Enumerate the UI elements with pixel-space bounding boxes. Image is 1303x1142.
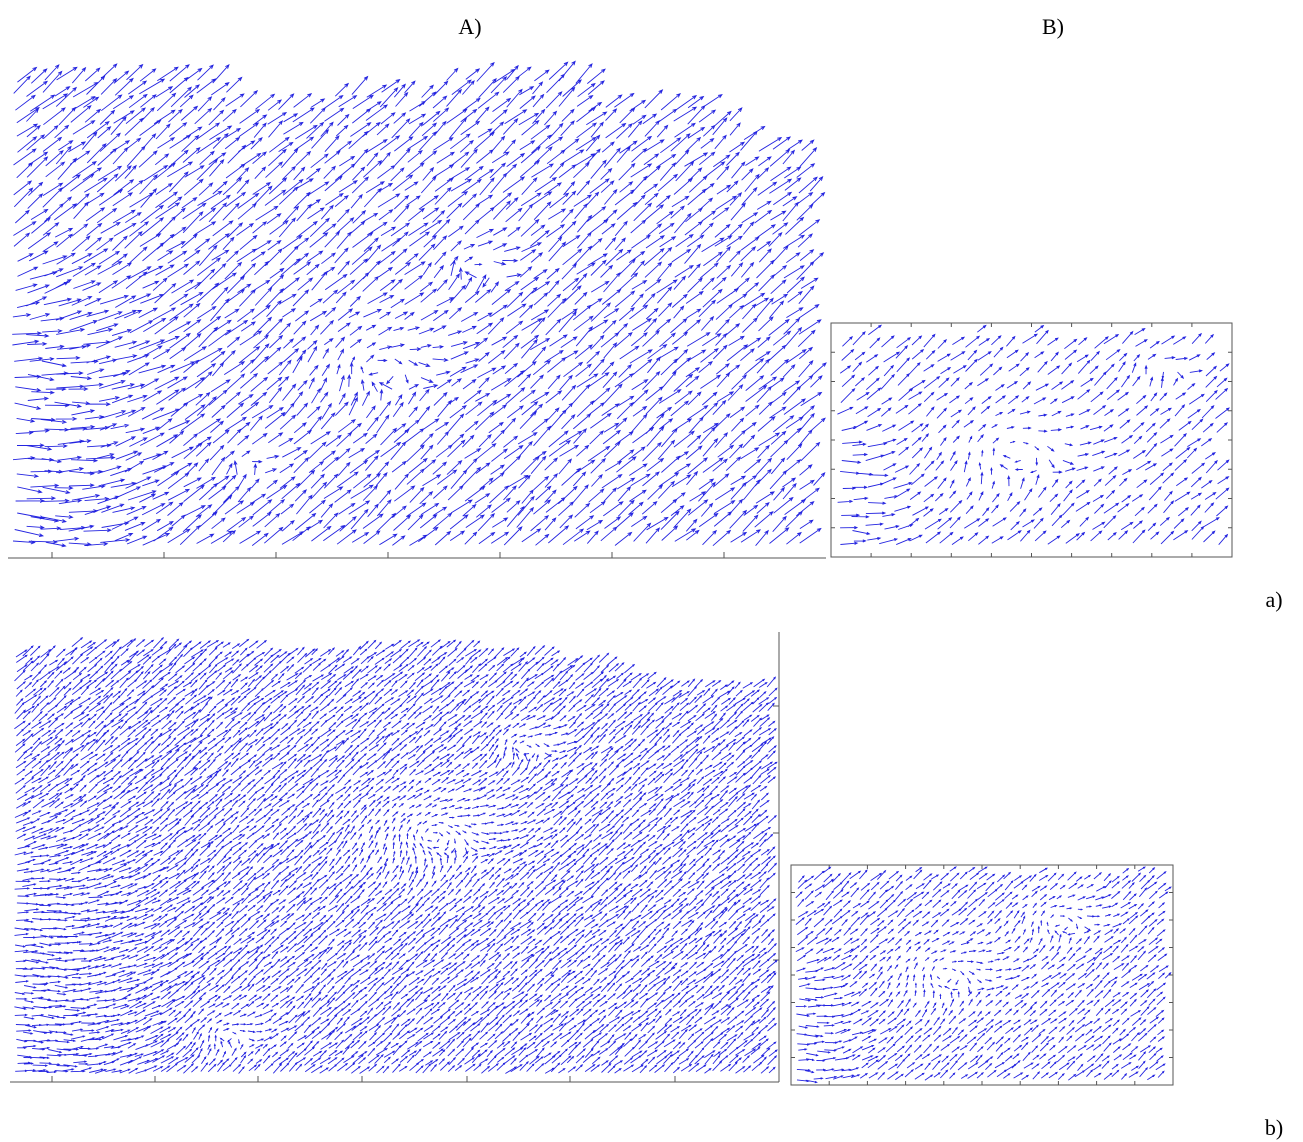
column-label: A) (458, 14, 481, 39)
row-label: b) (1265, 1115, 1283, 1140)
axis-ticks (51, 323, 1232, 1085)
vector-field (12, 60, 827, 548)
vector-field (795, 866, 1172, 1084)
vector-field (14, 636, 778, 1074)
row-label: a) (1265, 587, 1282, 612)
vector-fields (12, 60, 1230, 1084)
vector-field (837, 324, 1230, 546)
column-label: B) (1042, 14, 1064, 39)
